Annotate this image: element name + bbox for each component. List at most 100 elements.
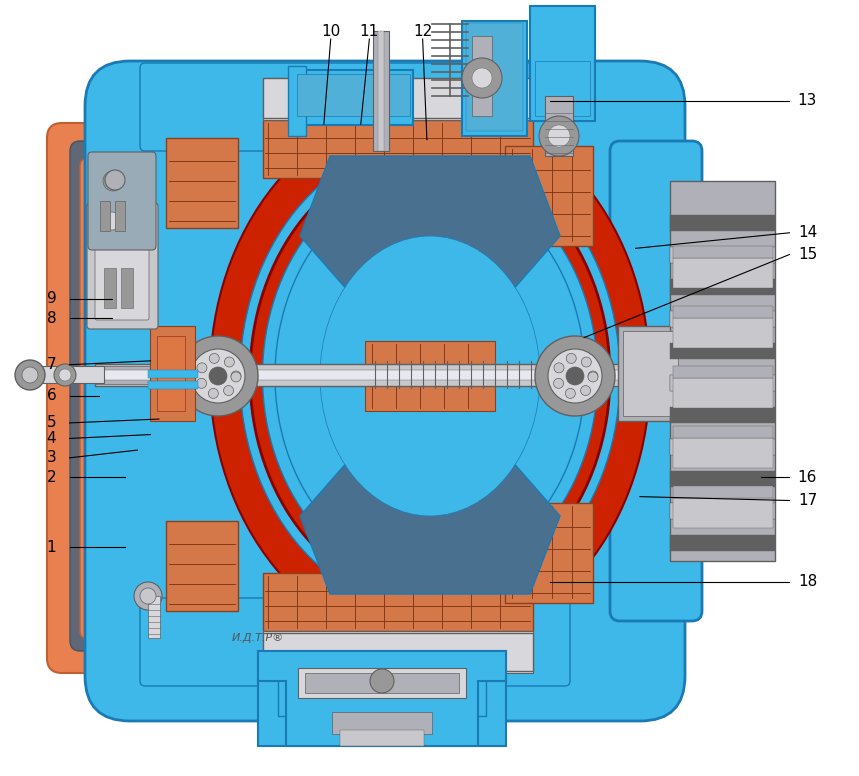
FancyBboxPatch shape <box>85 61 685 721</box>
Text: 9: 9 <box>46 291 57 307</box>
Bar <box>95 364 665 386</box>
Bar <box>293 70 413 125</box>
FancyBboxPatch shape <box>95 212 149 320</box>
Bar <box>278 651 486 716</box>
Bar <box>166 138 238 228</box>
Bar <box>670 343 775 359</box>
Bar <box>121 268 133 308</box>
Text: 5: 5 <box>46 415 57 431</box>
Bar <box>673 318 773 348</box>
Bar <box>115 201 125 231</box>
Polygon shape <box>258 651 506 746</box>
Circle shape <box>566 367 584 385</box>
FancyBboxPatch shape <box>80 158 286 639</box>
Text: 18: 18 <box>798 574 817 590</box>
Circle shape <box>59 369 71 381</box>
Circle shape <box>539 116 579 156</box>
FancyBboxPatch shape <box>140 598 570 686</box>
Circle shape <box>588 372 598 382</box>
Bar <box>95 366 215 384</box>
Circle shape <box>224 357 235 367</box>
Bar <box>378 31 384 151</box>
Bar <box>263 78 533 118</box>
Circle shape <box>209 367 227 385</box>
Circle shape <box>223 386 234 396</box>
Bar <box>263 120 533 178</box>
Circle shape <box>472 68 492 88</box>
Text: 12: 12 <box>413 23 432 39</box>
Circle shape <box>191 349 245 403</box>
Ellipse shape <box>240 142 620 610</box>
Bar <box>100 201 110 231</box>
Bar <box>466 23 523 131</box>
Bar <box>298 668 466 698</box>
Ellipse shape <box>210 106 650 646</box>
Bar <box>673 486 773 498</box>
Bar <box>670 215 775 231</box>
Bar <box>673 366 773 378</box>
Bar <box>673 438 773 468</box>
Bar <box>535 61 590 116</box>
Bar <box>670 535 775 551</box>
Bar <box>365 341 495 411</box>
FancyBboxPatch shape <box>87 203 158 329</box>
Bar <box>472 36 492 116</box>
Bar <box>670 247 775 263</box>
Bar <box>505 146 593 246</box>
Bar <box>150 326 195 421</box>
Bar <box>263 631 533 673</box>
Ellipse shape <box>250 154 610 598</box>
Bar <box>95 370 665 380</box>
FancyBboxPatch shape <box>140 63 570 151</box>
Bar <box>673 426 773 438</box>
Bar <box>263 633 533 671</box>
FancyBboxPatch shape <box>88 152 156 250</box>
Bar <box>623 331 678 416</box>
Bar <box>97 173 187 628</box>
Bar <box>103 181 181 621</box>
Circle shape <box>588 371 598 381</box>
Bar <box>166 521 238 611</box>
Circle shape <box>566 353 576 363</box>
Bar <box>673 498 773 528</box>
Circle shape <box>548 125 570 147</box>
Bar <box>530 6 595 121</box>
Text: 4: 4 <box>46 431 57 446</box>
Text: 6: 6 <box>46 388 57 404</box>
Bar <box>462 21 527 136</box>
Text: 16: 16 <box>798 469 817 485</box>
Bar <box>670 181 775 561</box>
Bar <box>670 375 775 391</box>
Bar <box>670 503 775 519</box>
Bar <box>673 258 773 288</box>
Circle shape <box>565 388 576 398</box>
Ellipse shape <box>263 168 598 584</box>
Bar <box>340 730 424 746</box>
Bar <box>373 31 389 151</box>
Text: 15: 15 <box>798 247 817 262</box>
Circle shape <box>178 336 258 416</box>
Circle shape <box>22 367 38 383</box>
Text: 17: 17 <box>798 493 817 508</box>
Circle shape <box>535 336 615 416</box>
Text: 3: 3 <box>46 450 57 466</box>
Bar <box>22 366 104 383</box>
Bar <box>670 279 775 295</box>
Circle shape <box>15 360 45 390</box>
Bar <box>670 311 775 327</box>
Circle shape <box>553 379 564 388</box>
Bar <box>148 370 198 378</box>
Bar <box>263 78 533 120</box>
Circle shape <box>197 379 206 388</box>
FancyBboxPatch shape <box>91 168 271 626</box>
Circle shape <box>548 349 602 403</box>
Text: И.Д.Т.Р®: И.Д.Т.Р® <box>232 633 284 643</box>
Bar <box>505 503 593 603</box>
Circle shape <box>231 371 241 381</box>
Circle shape <box>210 353 219 363</box>
Circle shape <box>197 363 207 372</box>
Ellipse shape <box>275 181 585 571</box>
Text: 2: 2 <box>46 469 57 485</box>
Bar <box>670 471 775 487</box>
FancyBboxPatch shape <box>47 123 312 673</box>
